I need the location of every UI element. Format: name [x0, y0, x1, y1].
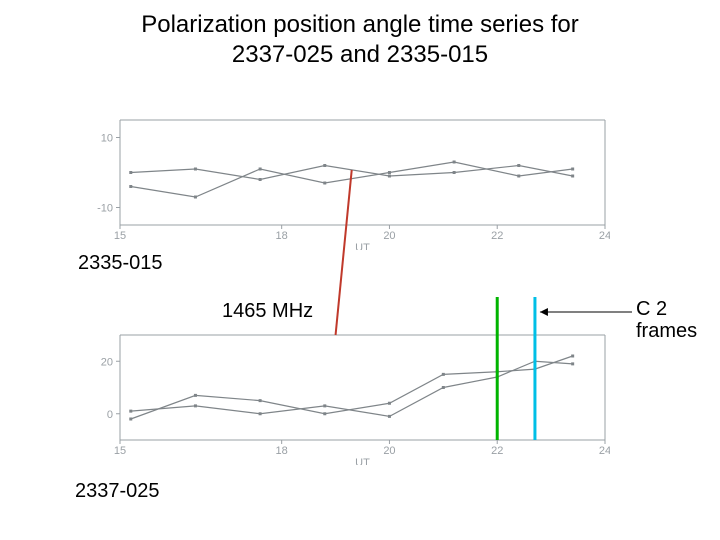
bottom-chart-area: 0 20 15 18 20 22 24 UT — [90, 330, 610, 465]
svg-text:20: 20 — [101, 356, 113, 368]
top-chart-svg: -10 10 15 18 20 22 24 UT — [90, 115, 610, 250]
svg-text:10: 10 — [101, 133, 113, 145]
c2-frames-label: C 2 frames — [636, 298, 697, 342]
c2-line1: C 2 — [636, 298, 667, 320]
svg-text:18: 18 — [276, 230, 288, 242]
svg-text:18: 18 — [276, 445, 288, 457]
svg-text:-10: -10 — [97, 203, 113, 215]
label-2335-015: 2335-015 — [78, 252, 163, 275]
svg-text:15: 15 — [114, 445, 126, 457]
svg-text:22: 22 — [491, 230, 503, 242]
page-title: Polarization position angle time series … — [0, 10, 720, 70]
label-2337-025: 2337-025 — [75, 480, 160, 503]
svg-text:UT: UT — [355, 457, 370, 465]
svg-text:20: 20 — [383, 445, 395, 457]
frequency-label: 1465 MHz — [222, 300, 313, 323]
svg-text:0: 0 — [107, 409, 113, 421]
svg-text:15: 15 — [114, 230, 126, 242]
svg-text:24: 24 — [599, 445, 610, 457]
title-line2: 2337-025 and 2335-015 — [232, 41, 488, 68]
svg-text:24: 24 — [599, 230, 610, 242]
c2-line2: frames — [636, 320, 697, 342]
top-chart-area: -10 10 15 18 20 22 24 UT — [90, 115, 610, 250]
svg-text:UT: UT — [355, 242, 370, 250]
title-line1: Polarization position angle time series … — [141, 11, 579, 38]
bottom-chart-svg: 0 20 15 18 20 22 24 UT — [90, 330, 610, 465]
svg-text:20: 20 — [383, 230, 395, 242]
svg-text:22: 22 — [491, 445, 503, 457]
